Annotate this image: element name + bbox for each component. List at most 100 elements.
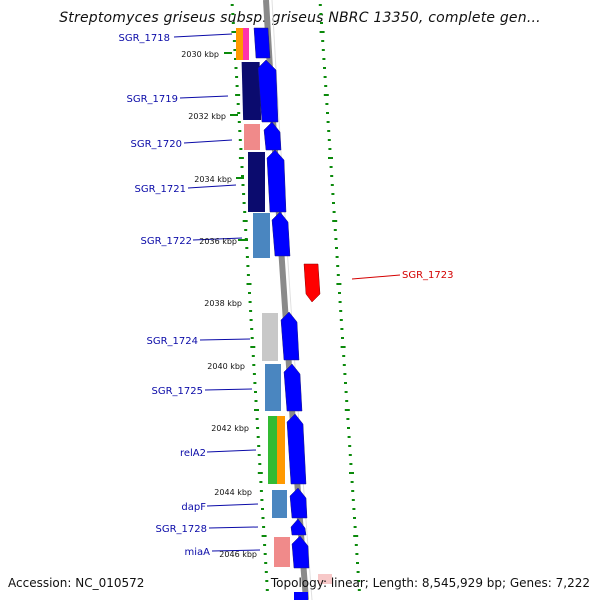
gene-label-sgr1724[interactable]: SGR_1724 [147,336,199,347]
gc-track-left-dash [261,517,265,519]
annotation-blocks [236,28,290,567]
gc-track-right-dash [339,319,343,321]
gc-track-right-dash [338,292,341,294]
gc-track-left-dash [256,427,260,429]
gc-track-right-dash [332,211,336,213]
gc-track-left-dash [254,409,259,411]
gc-track-left-dash [234,67,238,69]
gene-label-sgr1720[interactable]: SGR_1720 [131,139,183,150]
gc-track-left-dash [251,355,255,357]
gc-track-left-dash [261,508,264,510]
gc-track-left-dash [256,436,260,438]
gene-arrow-sgr1719[interactable] [257,59,279,123]
gene-arrow-dapf[interactable] [289,487,308,519]
gc-track-left-dash [263,553,267,555]
gc-track-left-dash [241,175,244,177]
gc-track-left-dash [245,247,249,249]
gc-track-left-dash [237,112,241,114]
gc-track-right-dash [344,391,348,393]
gc-track-left-dash [238,157,244,159]
gc-track-right-dash [342,355,346,357]
gene-arrow-rela2[interactable] [286,413,307,485]
annotation-block-sgr1721 [248,152,265,212]
gene-label-dapf[interactable]: dapF [181,502,206,513]
gc-track-right-dash [319,31,325,33]
gc-track-right-dash [355,553,359,555]
gene-arrow-sgr1721[interactable] [266,149,287,213]
gc-track-left-dash [262,526,266,528]
gc-track-left-dash [259,481,263,483]
gc-track-right-dash [340,328,344,330]
gc-track-left-dash [250,337,254,339]
gene-label-sgr1719[interactable]: SGR_1719 [127,94,179,105]
gc-track-right-dash [348,454,352,456]
gc-track-right-dash [332,202,335,204]
gc-track-left-dash [246,283,252,285]
gc-track-left-dash [239,148,243,150]
gc-track-right-dash [335,247,338,249]
gc-track-right-dash [328,157,333,159]
gc-track-right-dash [323,94,329,96]
gene-arrow-sgr1728[interactable] [290,518,307,536]
gc-track-right-dash [344,409,350,411]
gc-track-right-dash [319,13,323,15]
gene-label-sgr1725[interactable]: SGR_1725 [152,386,204,397]
gene-label-rela2[interactable]: relA2 [180,448,206,459]
gc-track-left-dash [248,292,251,294]
leader-sgr1720 [183,139,233,144]
gc-track-right-dash [346,418,350,420]
gene-arrow-sgr1723[interactable] [303,263,321,303]
gc-track-left-dash [257,454,261,456]
gene-arrow-miaa[interactable] [291,535,310,569]
gene-label-sgr1722[interactable]: SGR_1722 [141,236,193,247]
leader-sgr1723 [351,274,401,280]
gc-track-right-dash [335,256,339,258]
gene-label-sgr1718[interactable]: SGR_1718 [119,33,171,44]
gc-track-right-dash [345,400,349,402]
gc-track-left-dash [254,391,257,393]
gene-label-miaa[interactable]: miaA [185,547,211,558]
gc-track-right-dash [318,4,322,6]
gc-track-left-dash [253,382,257,384]
label-leaders [173,33,401,552]
gene-arrow-sgr1720[interactable] [263,121,282,151]
gc-track-right-dash [330,175,334,177]
gc-track-right-dash [330,184,334,186]
leader-sgr1721 [187,184,237,189]
kbp-label-2032: 2032 kbp [188,112,226,121]
annotation-block-miaa [274,537,290,567]
gc-track-left-dash [241,184,245,186]
gene-arrow-sgr1718[interactable] [253,27,271,59]
leader-miaa [211,549,261,552]
gc-track-right-dash [350,481,354,483]
gene-arrow-sgr1725[interactable] [283,363,303,412]
leader-sgr1718 [173,33,233,38]
annotation-block-sgr1719 [241,62,262,120]
gc-track-right-dash [343,373,347,375]
gc-track-left-dash [244,229,248,231]
gene-arrow-offscreen [294,592,308,600]
gc-track-left-dash [236,103,240,105]
gc-track-left-dash [250,346,256,348]
gc-track-left-dash [231,22,235,24]
gc-track-right-dash [348,445,352,447]
gc-track-right-dash [321,49,325,51]
map-title: Streptomyces griseus subsp. griseus NBRC… [59,10,541,26]
gc-track-right-dash [357,589,361,591]
gc-track-right-dash [352,508,356,510]
gene-arrow-sgr1724[interactable] [280,311,300,361]
accession-label: Accession: NC_010572 [8,576,145,590]
gene-label-sgr1723[interactable]: SGR_1723 [402,270,454,281]
gc-track-left-dash [231,13,235,15]
kbp-label-2046: 2046 kbp [219,550,257,559]
gene-label-sgr1721[interactable]: SGR_1721 [135,184,187,195]
gc-track-left-dash [264,562,268,564]
gene-arrow-sgr1722[interactable] [271,211,291,257]
gene-label-sgr1728[interactable]: SGR_1728 [156,524,208,535]
gc-track-left-dash [234,58,237,60]
gc-track-left-dash [242,193,246,195]
gc-track-left-dash [232,40,236,42]
gc-track-left-dash [246,274,250,276]
genome-summary: Topology: linear; Length: 8,545,929 bp; … [270,576,590,590]
